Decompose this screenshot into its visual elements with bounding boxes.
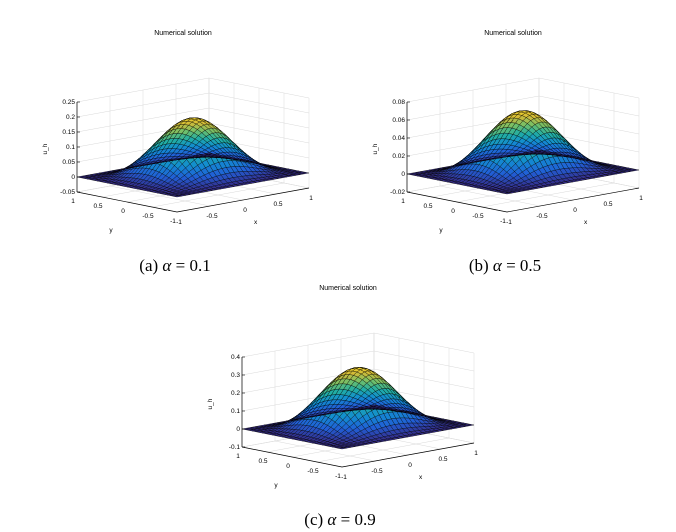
z-tick-label: -0.1	[229, 444, 241, 451]
x-tick-label: 0.5	[273, 201, 282, 208]
z-tick-label: 0.06	[392, 117, 405, 124]
caption-b-prefix: (b)	[468, 256, 493, 275]
y-axis-label: y	[109, 227, 113, 234]
chart-panel-a: Numerical solution -0.05 0 0.05 0.1 0.15 0.2 0.…	[30, 20, 320, 245]
caption-a: (a) α = 0.1	[95, 256, 255, 276]
y-tick-label: -0.5	[142, 213, 154, 220]
z-tick-label: 0.08	[392, 99, 405, 106]
y-axis-label: y	[274, 482, 278, 489]
caption-a-symbol: α	[162, 256, 172, 275]
y-axis-line	[406, 191, 508, 213]
caption-a-value: = 0.1	[171, 256, 211, 275]
y-axis-label: y	[439, 227, 443, 234]
x-axis-line	[506, 187, 640, 213]
x-tick-label: 1	[639, 195, 643, 202]
y-tick-label: -1	[335, 473, 341, 480]
chart-panel-b: Numerical solution -0.02 0 0.02 0.04 0.06 0.08…	[360, 20, 650, 245]
y-axis-line	[76, 191, 178, 213]
z-tick-label: 0.2	[66, 114, 75, 121]
caption-b-value: = 0.5	[501, 256, 542, 275]
z-axis-label: u_h	[372, 143, 379, 154]
surface-chart-b: Numerical solution -0.02 0 0.02 0.04 0.06 0.08…	[372, 30, 643, 234]
y-tick-label: 0	[451, 208, 455, 215]
z-tick-label: 0.1	[231, 408, 240, 415]
x-tick-label: 0.5	[603, 201, 612, 208]
x-tick-label: -0.5	[206, 213, 218, 220]
z-axis-label: u_h	[42, 143, 49, 154]
chart-title: Numerical solution	[484, 30, 542, 37]
z-axis-label: u_h	[207, 398, 214, 409]
y-axis-line	[241, 446, 343, 468]
x-tick-label: -1	[176, 219, 182, 226]
x-axis-line	[176, 187, 310, 213]
y-tick-label: 1	[236, 453, 240, 460]
x-tick-label: -1	[506, 219, 512, 226]
y-tick-label: -0.5	[472, 213, 484, 220]
caption-c: (c) α = 0.9	[260, 510, 420, 530]
caption-b-symbol: α	[492, 256, 502, 275]
surface-chart-a: Numerical solution -0.05 0 0.05 0.1 0.15 0.2 0.…	[42, 30, 313, 234]
z-tick-label: 0	[401, 171, 405, 178]
x-axis-label: x	[419, 474, 423, 481]
z-tick-label: 0.2	[231, 390, 240, 397]
chart-title: Numerical solution	[319, 285, 377, 292]
x-tick-label: -1	[341, 474, 347, 481]
z-tick-label: 0.05	[62, 159, 75, 166]
z-tick-label: 0	[71, 174, 75, 181]
y-tick-label: 0.5	[93, 203, 102, 210]
caption-c-value: = 0.9	[336, 510, 376, 529]
y-tick-label: 1	[401, 198, 405, 205]
x-axis-line	[341, 442, 475, 468]
x-tick-label: -0.5	[371, 468, 383, 475]
y-tick-label: 0	[286, 463, 290, 470]
y-tick-label: -1	[170, 218, 176, 225]
z-tick-label: 0.04	[392, 135, 405, 142]
y-tick-label: 0	[121, 208, 125, 215]
x-tick-label: 1	[309, 195, 313, 202]
z-tick-label: -0.02	[390, 189, 405, 196]
x-tick-label: 0	[573, 207, 577, 214]
z-tick-label: 0.02	[392, 153, 405, 160]
x-tick-label: 0	[408, 462, 412, 469]
y-tick-label: 0.5	[423, 203, 432, 210]
z-tick-label: 0.3	[231, 372, 240, 379]
z-tick-label: 0.25	[62, 99, 75, 106]
y-tick-label: 0.5	[258, 458, 267, 465]
y-tick-label: -1	[500, 218, 506, 225]
caption-c-symbol: α	[327, 510, 337, 529]
z-tick-label: 0.15	[62, 129, 75, 136]
chart-title: Numerical solution	[154, 30, 212, 37]
z-tick-label: 0.4	[231, 354, 240, 361]
caption-a-prefix: (a)	[139, 256, 163, 275]
y-tick-label: -0.5	[307, 468, 319, 475]
caption-c-prefix: (c)	[304, 510, 328, 529]
x-tick-label: 0	[243, 207, 247, 214]
x-axis-label: x	[584, 219, 588, 226]
z-tick-label: 0	[236, 426, 240, 433]
x-tick-label: 0.5	[438, 456, 447, 463]
y-tick-label: 1	[71, 198, 75, 205]
z-tick-label: 0.1	[66, 144, 75, 151]
chart-panel-c: Numerical solution -0.1 0 0.1 0.2 0.3 0.4 -1 -0.…	[195, 275, 485, 500]
surface-chart-c: Numerical solution -0.1 0 0.1 0.2 0.3 0.4 -1 -0.…	[207, 285, 478, 489]
caption-b: (b) α = 0.5	[425, 256, 585, 276]
x-tick-label: 1	[474, 450, 478, 457]
z-tick-label: -0.05	[60, 189, 75, 196]
x-axis-label: x	[254, 219, 258, 226]
x-tick-label: -0.5	[536, 213, 548, 220]
